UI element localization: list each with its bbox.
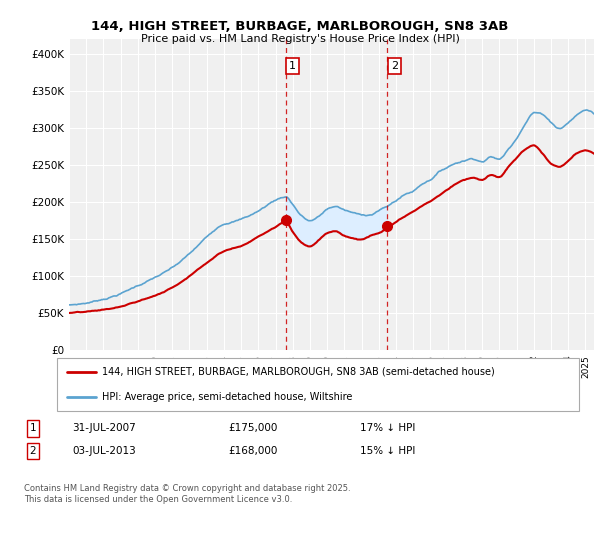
Text: 17% ↓ HPI: 17% ↓ HPI xyxy=(360,423,415,433)
Text: 2: 2 xyxy=(29,446,37,456)
Text: 15% ↓ HPI: 15% ↓ HPI xyxy=(360,446,415,456)
Text: 03-JUL-2013: 03-JUL-2013 xyxy=(72,446,136,456)
FancyBboxPatch shape xyxy=(56,358,580,410)
Text: 144, HIGH STREET, BURBAGE, MARLBOROUGH, SN8 3AB (semi-detached house): 144, HIGH STREET, BURBAGE, MARLBOROUGH, … xyxy=(101,367,494,376)
Text: 1: 1 xyxy=(29,423,37,433)
Text: HPI: Average price, semi-detached house, Wiltshire: HPI: Average price, semi-detached house,… xyxy=(101,392,352,402)
Text: 144, HIGH STREET, BURBAGE, MARLBOROUGH, SN8 3AB: 144, HIGH STREET, BURBAGE, MARLBOROUGH, … xyxy=(91,20,509,32)
Text: £175,000: £175,000 xyxy=(228,423,277,433)
Text: Price paid vs. HM Land Registry's House Price Index (HPI): Price paid vs. HM Land Registry's House … xyxy=(140,34,460,44)
Text: 2: 2 xyxy=(391,61,398,71)
Text: Contains HM Land Registry data © Crown copyright and database right 2025.
This d: Contains HM Land Registry data © Crown c… xyxy=(24,484,350,504)
Text: 1: 1 xyxy=(289,61,296,71)
Text: £168,000: £168,000 xyxy=(228,446,277,456)
Text: 31-JUL-2007: 31-JUL-2007 xyxy=(72,423,136,433)
